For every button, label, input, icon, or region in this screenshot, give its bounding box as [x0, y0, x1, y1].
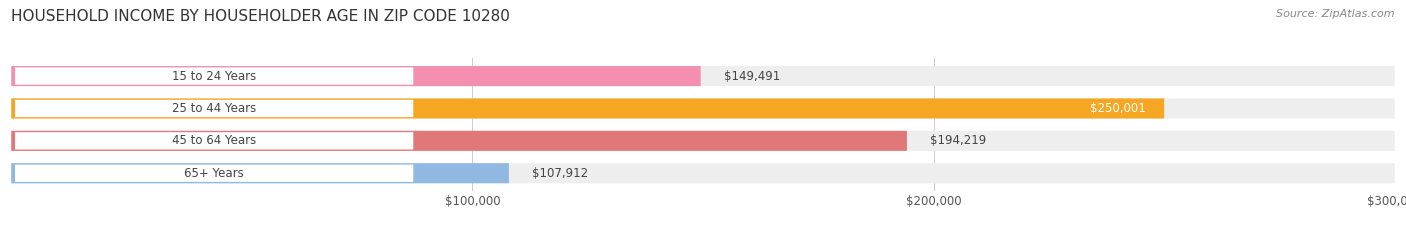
- FancyBboxPatch shape: [11, 98, 1395, 119]
- Text: 15 to 24 Years: 15 to 24 Years: [172, 70, 256, 82]
- FancyBboxPatch shape: [11, 131, 907, 151]
- FancyBboxPatch shape: [15, 68, 412, 84]
- FancyBboxPatch shape: [11, 66, 700, 86]
- Text: Source: ZipAtlas.com: Source: ZipAtlas.com: [1277, 9, 1395, 19]
- Text: $107,912: $107,912: [531, 167, 588, 180]
- FancyBboxPatch shape: [11, 66, 1395, 86]
- Text: 25 to 44 Years: 25 to 44 Years: [172, 102, 256, 115]
- Text: 65+ Years: 65+ Years: [184, 167, 245, 180]
- FancyBboxPatch shape: [11, 163, 1395, 183]
- FancyBboxPatch shape: [11, 163, 509, 183]
- FancyBboxPatch shape: [11, 98, 1164, 119]
- Text: HOUSEHOLD INCOME BY HOUSEHOLDER AGE IN ZIP CODE 10280: HOUSEHOLD INCOME BY HOUSEHOLDER AGE IN Z…: [11, 9, 510, 24]
- Text: $194,219: $194,219: [929, 134, 986, 147]
- Text: $250,001: $250,001: [1090, 102, 1146, 115]
- Text: 45 to 64 Years: 45 to 64 Years: [172, 134, 256, 147]
- Text: $149,491: $149,491: [724, 70, 780, 82]
- FancyBboxPatch shape: [15, 101, 412, 116]
- FancyBboxPatch shape: [15, 133, 412, 149]
- FancyBboxPatch shape: [15, 165, 412, 181]
- FancyBboxPatch shape: [11, 131, 1395, 151]
